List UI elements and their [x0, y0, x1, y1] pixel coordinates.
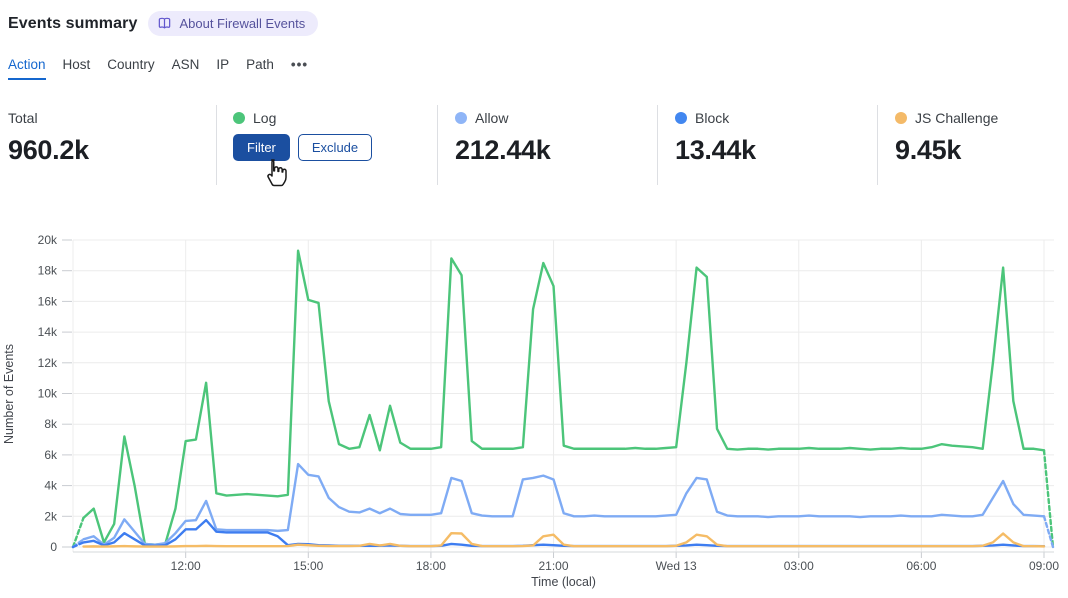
block-legend-dot: [675, 112, 687, 124]
chart-axes: 0 2k 4k 6k 8k 10k 12k 14k 16k 18k 20k 12:00 15:00 18:…: [38, 233, 1060, 573]
svg-text:12:00: 12:00: [171, 559, 201, 573]
svg-text:14k: 14k: [38, 325, 58, 339]
js-challenge-legend-dot: [895, 112, 907, 124]
page-header: Events summary About Firewall Events: [8, 11, 319, 36]
divider: [216, 105, 217, 185]
svg-text:8k: 8k: [44, 417, 58, 431]
svg-text:09:00: 09:00: [1029, 559, 1059, 573]
svg-text:20k: 20k: [38, 233, 58, 247]
svg-text:2k: 2k: [44, 509, 58, 523]
stat-label: Allow: [475, 110, 509, 126]
svg-text:12k: 12k: [38, 356, 58, 370]
svg-text:4k: 4k: [44, 479, 58, 493]
svg-text:6k: 6k: [44, 448, 58, 462]
stat-label: Block: [695, 110, 730, 126]
stat-label: JS Challenge: [915, 110, 999, 126]
divider: [877, 105, 878, 185]
svg-text:21:00: 21:00: [539, 559, 569, 573]
book-icon: [159, 17, 171, 29]
tab-action[interactable]: Action: [8, 57, 46, 80]
divider: [657, 105, 658, 185]
svg-text:03:00: 03:00: [784, 559, 814, 573]
series-block: [82, 518, 1046, 548]
series-allow: [82, 462, 1046, 546]
stat-value-block: 13.44k: [675, 135, 756, 165]
stat-card-total[interactable]: Total 960.2k: [8, 103, 89, 166]
divider: [437, 105, 438, 185]
stat-label: Total: [8, 110, 38, 126]
tab-ip[interactable]: IP: [216, 57, 230, 72]
filter-button[interactable]: Filter: [233, 134, 290, 161]
tab-asn[interactable]: ASN: [171, 57, 200, 72]
x-axis-label: Time (local): [531, 575, 596, 589]
svg-text:15:00: 15:00: [293, 559, 323, 573]
events-chart-svg: 0 2k 4k 6k 8k 10k 12k 14k 16k 18k 20k 12:00 15:00 18:…: [2, 233, 1060, 589]
events-chart[interactable]: 0 2k 4k 6k 8k 10k 12k 14k 16k 18k 20k 12:00 15:00 18:…: [0, 225, 1068, 598]
svg-text:16k: 16k: [38, 294, 58, 308]
svg-text:18:00: 18:00: [416, 559, 446, 573]
stat-card-allow[interactable]: Allow 212.44k: [455, 103, 551, 166]
summary-tabs: Action Host Country ASN IP Path •••: [8, 57, 308, 80]
svg-text:Wed 13: Wed 13: [656, 559, 697, 573]
log-legend-dot: [233, 112, 245, 124]
svg-text:06:00: 06:00: [906, 559, 936, 573]
stat-card-block[interactable]: Block 13.44k: [675, 103, 756, 166]
stat-label: Log: [253, 110, 277, 126]
tab-country[interactable]: Country: [107, 57, 155, 72]
stat-value-allow: 212.44k: [455, 135, 551, 165]
chart-series: [71, 249, 1055, 549]
allow-legend-dot: [455, 112, 467, 124]
stat-card-log[interactable]: Log Filter Exclude: [233, 103, 373, 161]
tab-host[interactable]: Host: [62, 57, 91, 72]
page-title: Events summary: [8, 14, 138, 32]
exclude-button[interactable]: Exclude: [297, 134, 373, 161]
svg-text:10k: 10k: [38, 387, 58, 401]
svg-text:18k: 18k: [38, 264, 58, 278]
svg-text:0: 0: [50, 540, 57, 554]
series-log: [82, 249, 1046, 546]
stats-row: Total 960.2k Log Filter Exclude Allow 21…: [0, 103, 1068, 187]
about-label: About Firewall Events: [179, 16, 306, 31]
y-axis-label: Number of Events: [2, 344, 16, 444]
stat-card-js-challenge[interactable]: JS Challenge 9.45k: [895, 103, 998, 166]
chart-grid: [72, 239, 1054, 552]
stat-value-total: 960.2k: [8, 135, 89, 165]
series-js-challenge: [82, 531, 1046, 548]
tab-path[interactable]: Path: [246, 57, 274, 72]
stat-value-js-challenge: 9.45k: [895, 135, 962, 165]
about-firewall-events-link[interactable]: About Firewall Events: [148, 11, 319, 36]
tab-more ellipsis-icon[interactable]: •••: [290, 57, 309, 72]
